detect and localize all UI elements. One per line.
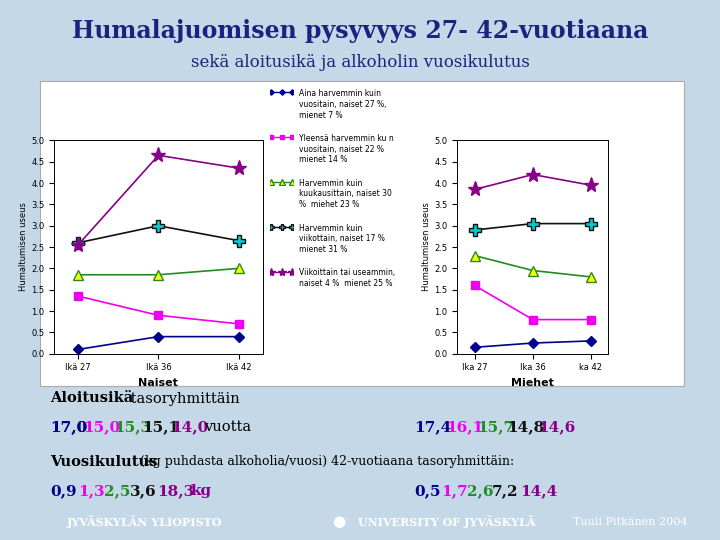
Text: 17,0: 17,0	[50, 420, 88, 434]
Text: (kg puhdasta alkoholia/vuosi) 42-vuotiaana tasoryhmittäin:: (kg puhdasta alkoholia/vuosi) 42-vuotiaa…	[140, 455, 515, 468]
Y-axis label: Humaltumisen useus: Humaltumisen useus	[19, 202, 28, 292]
Text: ●: ●	[332, 514, 345, 529]
Text: 14,4: 14,4	[520, 484, 557, 498]
Text: 17,0: 17,0	[50, 420, 88, 434]
Text: Humalajuomisen pysyvyys 27- 42-vuotiaana: Humalajuomisen pysyvyys 27- 42-vuotiaana	[72, 19, 648, 43]
Text: 16,1: 16,1	[446, 420, 484, 434]
Text: 18,3: 18,3	[157, 484, 194, 498]
Text: 2,5: 2,5	[104, 484, 131, 498]
Text: Aloitusikä: Aloitusikä	[50, 392, 134, 406]
Text: vuotta: vuotta	[204, 420, 251, 434]
Text: JYVÄSKYLÄN YLIOPISTO: JYVÄSKYLÄN YLIOPISTO	[66, 515, 222, 528]
Text: sekä aloitusikä ja alkoholin vuosikulutus: sekä aloitusikä ja alkoholin vuosikulutu…	[191, 54, 529, 71]
Text: 7,2: 7,2	[492, 484, 518, 498]
Text: 1,3: 1,3	[78, 484, 104, 498]
Text: Tuuli Pitkänen 2004: Tuuli Pitkänen 2004	[572, 517, 688, 526]
Text: Viikoittain tai useammin,
naiset 4 %  mienet 25 %: Viikoittain tai useammin, naiset 4 % mie…	[299, 268, 395, 288]
Text: kg: kg	[191, 484, 212, 498]
Text: 1,7: 1,7	[441, 484, 468, 498]
Text: Aina harvemmin kuin
vuositain, naiset 27 %,
mienet 7 %: Aina harvemmin kuin vuositain, naiset 27…	[299, 89, 387, 119]
Text: Yleensä harvemmin ku n
vuositain, naiset 22 %
mienet 14 %: Yleensä harvemmin ku n vuositain, naiset…	[299, 134, 394, 164]
Text: 15,1: 15,1	[143, 420, 180, 434]
X-axis label: Naiset: Naiset	[138, 378, 179, 388]
Text: 17,4: 17,4	[414, 420, 451, 434]
Text: 3,6: 3,6	[130, 484, 156, 498]
X-axis label: Miehet: Miehet	[511, 378, 554, 388]
Text: 14,8: 14,8	[508, 420, 545, 434]
Text: 0,5: 0,5	[414, 484, 441, 498]
Text: tasoryhmittäin: tasoryhmittäin	[126, 392, 240, 406]
Text: 2,6: 2,6	[467, 484, 493, 498]
Text: 0,9: 0,9	[50, 484, 77, 498]
Text: Vuosikulutus: Vuosikulutus	[50, 455, 158, 469]
Text: Harvemmin kuin
kuukausittain, naiset 30
%  miehet 23 %: Harvemmin kuin kuukausittain, naiset 30 …	[299, 179, 392, 209]
Text: 15,0: 15,0	[83, 420, 120, 434]
Text: 14,0: 14,0	[171, 420, 209, 434]
Text: 15,7: 15,7	[477, 420, 515, 434]
Text: Harvemmin kuin
viikottain, naiset 17 %
mienet 31 %: Harvemmin kuin viikottain, naiset 17 % m…	[299, 224, 384, 254]
Text: 14,6: 14,6	[539, 420, 576, 434]
Text: UNIVERSITY OF JYVÄSKYLÄ: UNIVERSITY OF JYVÄSKYLÄ	[358, 515, 535, 528]
Y-axis label: Humaltumisen useus: Humaltumisen useus	[423, 202, 431, 292]
Text: 15,3: 15,3	[114, 420, 151, 434]
